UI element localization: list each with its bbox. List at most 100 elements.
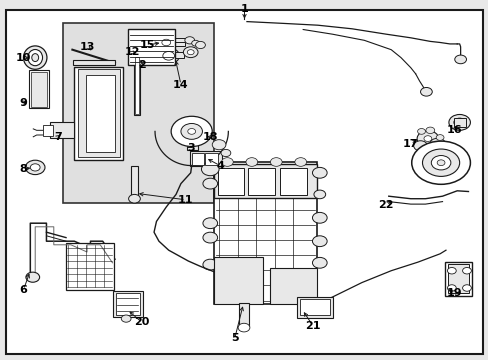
Circle shape (312, 257, 326, 268)
Bar (217, 168, 244, 195)
Bar (238, 303, 249, 326)
Circle shape (423, 136, 431, 141)
Circle shape (183, 47, 198, 58)
Bar (29, 70, 49, 108)
Circle shape (221, 149, 230, 157)
Bar (73, 60, 115, 65)
Circle shape (462, 267, 470, 274)
Circle shape (413, 141, 427, 151)
Circle shape (203, 178, 217, 189)
Bar (444, 262, 471, 296)
Bar (205, 153, 217, 165)
Text: 15: 15 (140, 40, 155, 50)
Bar (248, 168, 275, 195)
Bar (173, 52, 184, 58)
Circle shape (312, 236, 326, 247)
Circle shape (436, 160, 444, 166)
Bar (62, 23, 214, 203)
Circle shape (187, 50, 194, 55)
Text: 22: 22 (378, 200, 393, 210)
Bar (66, 243, 114, 290)
Ellipse shape (32, 54, 39, 62)
Bar (279, 168, 306, 195)
Circle shape (411, 141, 469, 184)
Circle shape (313, 190, 325, 199)
Bar (447, 264, 468, 293)
Circle shape (201, 163, 219, 176)
Circle shape (422, 149, 459, 176)
Circle shape (195, 41, 205, 49)
Bar (214, 257, 263, 304)
Bar (74, 67, 123, 160)
Text: 4: 4 (216, 161, 224, 171)
Bar (214, 164, 316, 198)
Ellipse shape (28, 49, 42, 66)
Bar (131, 166, 138, 196)
Bar (191, 153, 203, 165)
Bar (269, 268, 316, 304)
Circle shape (212, 140, 225, 150)
Circle shape (312, 167, 326, 178)
Circle shape (270, 158, 282, 166)
Text: 19: 19 (446, 288, 462, 298)
Bar (78, 69, 120, 157)
Circle shape (203, 218, 217, 229)
Circle shape (245, 158, 257, 166)
Bar (116, 293, 140, 315)
Circle shape (435, 135, 443, 140)
Circle shape (294, 158, 306, 166)
Text: 6: 6 (20, 285, 27, 295)
Text: 3: 3 (186, 143, 194, 153)
Bar (85, 75, 115, 152)
Circle shape (447, 267, 455, 274)
Circle shape (203, 232, 217, 243)
Bar (50, 122, 74, 138)
Text: 9: 9 (20, 98, 27, 108)
Circle shape (462, 285, 470, 291)
Circle shape (26, 272, 40, 282)
Text: 17: 17 (402, 139, 418, 149)
Circle shape (454, 55, 466, 64)
Text: 10: 10 (16, 53, 31, 63)
Circle shape (425, 127, 434, 134)
Circle shape (181, 123, 202, 139)
Circle shape (416, 131, 438, 147)
Bar (170, 38, 184, 46)
Bar (43, 125, 53, 136)
Circle shape (184, 37, 194, 44)
Text: 14: 14 (173, 80, 188, 90)
Text: 12: 12 (124, 47, 140, 57)
Circle shape (157, 36, 175, 49)
Text: 7: 7 (54, 132, 61, 142)
Circle shape (429, 138, 445, 150)
Text: 2: 2 (138, 60, 145, 70)
Circle shape (420, 87, 431, 96)
Text: 21: 21 (305, 321, 320, 331)
Circle shape (25, 160, 45, 175)
Bar (113, 291, 142, 317)
Bar (300, 299, 329, 315)
Text: 20: 20 (134, 317, 149, 327)
Circle shape (312, 212, 326, 223)
Circle shape (203, 259, 217, 270)
Bar (128, 29, 174, 65)
Text: 11: 11 (178, 195, 193, 205)
Circle shape (448, 114, 469, 130)
Ellipse shape (23, 46, 47, 69)
Bar (186, 143, 197, 150)
Text: 16: 16 (446, 125, 462, 135)
Circle shape (162, 39, 170, 46)
Bar (214, 162, 316, 304)
Text: 8: 8 (20, 164, 27, 174)
Text: 5: 5 (230, 333, 238, 343)
Bar (453, 118, 465, 127)
Text: 13: 13 (79, 42, 95, 52)
Text: 18: 18 (202, 132, 218, 142)
Bar (135, 57, 139, 114)
Circle shape (128, 194, 140, 203)
Circle shape (158, 48, 179, 64)
Circle shape (121, 315, 131, 322)
Circle shape (171, 116, 212, 147)
Circle shape (430, 156, 450, 170)
Bar (134, 56, 140, 115)
